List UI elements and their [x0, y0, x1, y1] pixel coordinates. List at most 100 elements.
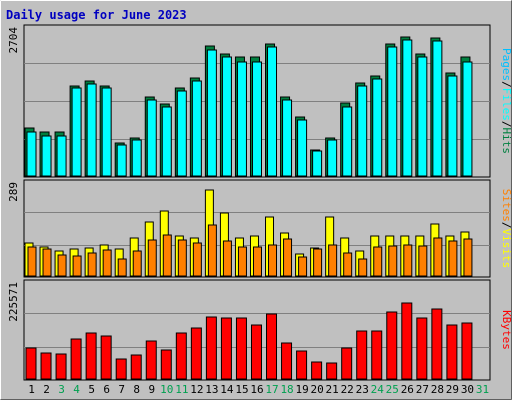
day-label-18: 18 — [280, 383, 293, 396]
day-label-17: 17 — [265, 383, 278, 396]
bar-bottom-kbytes-day-26 — [401, 302, 413, 380]
bar-bottom-kbytes-day-8 — [130, 354, 142, 380]
bar-middle-sites-day-21 — [328, 244, 338, 277]
day-label-23: 23 — [356, 383, 369, 396]
bar-middle-sites-day-16 — [252, 246, 262, 277]
day-label-16: 16 — [250, 383, 263, 396]
bar-top-files-day-30 — [462, 61, 473, 177]
bar-middle-sites-day-7 — [117, 258, 127, 277]
bar-middle-sites-day-25 — [388, 245, 398, 277]
bar-middle-sites-day-3 — [57, 254, 67, 277]
day-label-13: 13 — [205, 383, 218, 396]
bar-top-files-day-27 — [417, 56, 428, 177]
bar-top-files-day-20 — [312, 150, 323, 177]
day-label-31: 31 — [476, 383, 489, 396]
day-label-3: 3 — [58, 383, 65, 396]
bar-middle-sites-day-11 — [177, 239, 187, 277]
day-label-5: 5 — [88, 383, 95, 396]
bar-top-files-day-4 — [71, 87, 82, 177]
day-label-28: 28 — [431, 383, 444, 396]
bar-middle-sites-day-18 — [283, 238, 293, 277]
bar-middle-sites-day-20 — [313, 248, 323, 277]
bar-middle-sites-day-28 — [433, 237, 443, 277]
bar-bottom-kbytes-day-30 — [461, 322, 473, 380]
day-label-6: 6 — [103, 383, 110, 396]
legend-part-separator: / — [500, 81, 512, 88]
y-max-label-middle: 289 — [7, 182, 20, 202]
day-label-24: 24 — [371, 383, 385, 396]
bar-middle-sites-day-15 — [237, 246, 247, 277]
day-label-9: 9 — [148, 383, 155, 396]
bar-top-files-day-5 — [86, 83, 97, 177]
bar-middle-sites-day-4 — [72, 255, 82, 277]
day-label-25: 25 — [386, 383, 399, 396]
legend-part-hits: Hits — [500, 128, 512, 155]
bar-bottom-kbytes-day-13 — [205, 316, 217, 380]
bar-bottom-kbytes-day-7 — [115, 358, 127, 380]
bar-middle-sites-day-1 — [27, 246, 37, 277]
bar-top-files-day-16 — [251, 61, 262, 177]
day-label-11: 11 — [175, 383, 188, 396]
day-label-27: 27 — [416, 383, 429, 396]
bar-top-files-day-2 — [41, 135, 52, 177]
bar-bottom-kbytes-day-12 — [190, 327, 202, 380]
bar-bottom-kbytes-day-2 — [40, 352, 52, 380]
bar-top-files-day-22 — [342, 106, 353, 177]
legend-bottom: KBytes — [500, 310, 512, 350]
bar-top-files-day-25 — [387, 46, 398, 177]
bar-middle-sites-day-22 — [343, 252, 353, 277]
bar-bottom-kbytes-day-10 — [160, 349, 172, 380]
day-label-4: 4 — [73, 383, 80, 396]
bar-top-files-day-23 — [357, 85, 368, 177]
bar-bottom-kbytes-day-22 — [341, 347, 353, 380]
legend-part-kbytes: KBytes — [500, 310, 512, 350]
bar-top-files-day-12 — [191, 80, 202, 177]
bar-top-files-day-8 — [131, 139, 142, 177]
bar-middle-sites-day-13 — [207, 224, 217, 277]
bar-middle-sites-day-29 — [448, 240, 458, 277]
bar-top-files-day-15 — [236, 61, 247, 177]
bar-top-files-day-26 — [402, 39, 413, 177]
bar-top-files-day-3 — [56, 135, 67, 177]
bar-top-files-day-14 — [221, 56, 232, 177]
bar-top-files-day-7 — [116, 144, 127, 177]
bar-top-files-day-28 — [432, 40, 443, 177]
day-label-14: 14 — [220, 383, 234, 396]
legend-top: Pages/Files/Hits — [500, 48, 512, 154]
bar-bottom-kbytes-day-19 — [296, 350, 308, 380]
bar-top-files-day-17 — [267, 46, 278, 177]
bar-bottom-kbytes-day-21 — [326, 362, 338, 380]
bar-middle-sites-day-19 — [298, 256, 308, 277]
bar-bottom-kbytes-day-24 — [371, 330, 383, 380]
day-label-10: 10 — [160, 383, 173, 396]
bar-top-files-day-9 — [146, 99, 157, 177]
y-max-label-bottom: 225571 — [7, 282, 20, 322]
legend-part-visits: Visits — [500, 229, 512, 269]
bar-middle-sites-day-14 — [222, 240, 232, 277]
bar-top-files-day-19 — [297, 119, 308, 177]
day-label-2: 2 — [43, 383, 50, 396]
bar-middle-sites-day-17 — [268, 244, 278, 277]
bar-middle-sites-day-6 — [102, 249, 112, 277]
legend-part-pages: Pages — [500, 48, 512, 81]
day-label-20: 20 — [311, 383, 324, 396]
legend-part-separator: / — [500, 121, 512, 128]
day-label-12: 12 — [190, 383, 203, 396]
bar-middle-sites-day-23 — [358, 258, 368, 277]
bar-middle-sites-day-5 — [87, 252, 97, 277]
bar-bottom-kbytes-day-27 — [416, 317, 428, 380]
bar-middle-sites-day-27 — [418, 245, 428, 277]
bar-middle-sites-day-2 — [42, 248, 52, 277]
legend-part-separator: / — [500, 222, 512, 229]
bar-bottom-kbytes-day-18 — [281, 342, 293, 380]
day-label-1: 1 — [28, 383, 35, 396]
bar-middle-sites-day-30 — [463, 238, 473, 277]
bar-bottom-kbytes-day-4 — [70, 338, 82, 380]
day-label-19: 19 — [295, 383, 308, 396]
day-label-29: 29 — [446, 383, 459, 396]
legend-part-sites: Sites — [500, 189, 512, 222]
bar-middle-sites-day-26 — [403, 244, 413, 277]
bar-top-files-day-18 — [282, 99, 293, 177]
bar-top-files-day-29 — [447, 75, 458, 177]
